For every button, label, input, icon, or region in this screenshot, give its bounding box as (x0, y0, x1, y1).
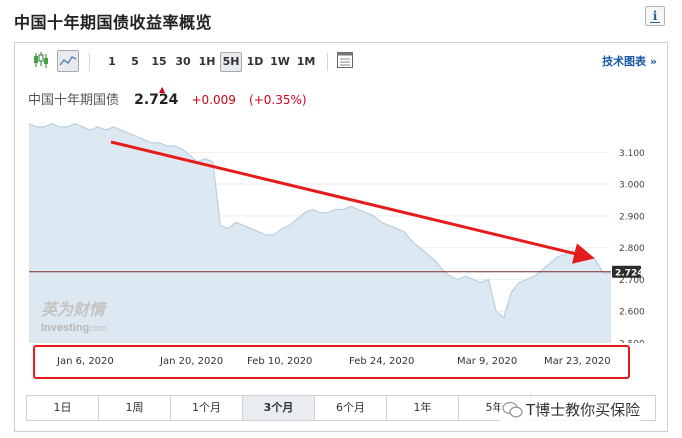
timeframe-5[interactable]: 5 (131, 55, 139, 68)
quote-header: 中国十年期国债 ▲ 2.724 +0.009 (+0.35%) (28, 85, 307, 109)
area-fill (29, 123, 611, 343)
toolbar-divider (327, 53, 328, 71)
x-axis-highlight: Jan 6, 2020 Jan 20, 2020 Feb 10, 2020 Fe… (33, 345, 630, 379)
y-tick-label: 2.900 (619, 212, 645, 222)
toolbar-divider (89, 53, 90, 71)
x-tick-label: Mar 23, 2020 (544, 356, 611, 367)
y-tick-label: 2.800 (619, 244, 645, 254)
last-price: 2.724 (134, 92, 179, 108)
wechat-icon (502, 401, 523, 418)
range-1m[interactable]: 1个月 (171, 396, 243, 420)
price-change: +0.009 (191, 93, 236, 107)
price-change-percent: (+0.35%) (249, 93, 307, 107)
series-line (28, 123, 611, 319)
timeframe-1h[interactable]: 1H (198, 55, 216, 68)
instrument-name: 中国十年期国债 (28, 93, 120, 108)
info-icon[interactable]: i (645, 6, 665, 26)
watermark-text: T博士教你买保险 (526, 401, 641, 419)
timeframe-1m[interactable]: 1M (296, 55, 316, 68)
timeframe-15[interactable]: 15 (151, 55, 167, 68)
y-tick-label: 2.600 (619, 308, 645, 318)
chart-svg: 3.100 3.000 2.900 2.800 2.700 2.600 2.500 2.72… (28, 123, 645, 350)
range-1w[interactable]: 1周 (99, 396, 171, 420)
timeframe-30[interactable]: 30 (175, 55, 191, 68)
range-selector: 1日 1周 1个月 3个月 6个月 1年 5年 (26, 395, 656, 421)
current-value-label: 2.724 (615, 268, 643, 278)
price-chart[interactable]: 3.100 3.000 2.900 2.800 2.700 2.600 2.500 2.72… (15, 111, 667, 350)
x-tick-label: Mar 9, 2020 (457, 356, 518, 367)
range-1y[interactable]: 1年 (387, 396, 459, 420)
current-value-tag: 2.724 (612, 265, 643, 278)
trend-arrow (110, 140, 595, 264)
timeframe-1w[interactable]: 1W (270, 55, 290, 68)
y-tick-label: 2.700 (619, 276, 645, 286)
tech-chart-link[interactable]: 技术图表 » (602, 55, 657, 68)
y-tick-label: 2.500 (619, 340, 645, 344)
candlestick-icon[interactable] (31, 50, 53, 72)
watermark: T博士教你买保险 (500, 398, 641, 422)
x-tick-label: Feb 10, 2020 (247, 356, 313, 367)
logo-suffix: .com (87, 323, 107, 333)
range-3m[interactable]: 3个月 (243, 396, 315, 420)
logo-cn: 英为财情 (41, 300, 108, 319)
x-tick-label: Jan 20, 2020 (160, 356, 224, 367)
settings-table-icon[interactable] (335, 50, 357, 72)
y-tick-label: 3.100 (619, 149, 645, 159)
up-arrow-icon: ▲ (159, 85, 166, 94)
range-6m[interactable]: 6个月 (315, 396, 387, 420)
chart-panel: 1 5 15 30 1H 5H 1D 1W 1M 技术图表 » 中国十年期国债 … (14, 42, 668, 432)
chart-toolbar: 1 5 15 30 1H 5H 1D 1W 1M 技术图表 » (15, 43, 667, 79)
range-1d[interactable]: 1日 (27, 396, 99, 420)
area-chart-icon[interactable] (57, 50, 79, 72)
x-tick-label: Feb 24, 2020 (349, 356, 415, 367)
x-tick-label: Jan 6, 2020 (57, 356, 114, 367)
timeframe-1[interactable]: 1 (108, 55, 116, 68)
y-tick-label: 3.000 (619, 181, 645, 191)
timeframe-5h[interactable]: 5H (220, 52, 242, 72)
investing-logo: 英为财情 Investing .com (41, 300, 108, 334)
y-axis-ticks: 3.100 3.000 2.900 2.800 2.700 2.600 2.500 (619, 149, 645, 350)
logo-en: Investing (41, 322, 89, 334)
timeframe-1d[interactable]: 1D (246, 55, 264, 68)
page-title: 中国十年期国债收益率概览 (14, 13, 213, 32)
